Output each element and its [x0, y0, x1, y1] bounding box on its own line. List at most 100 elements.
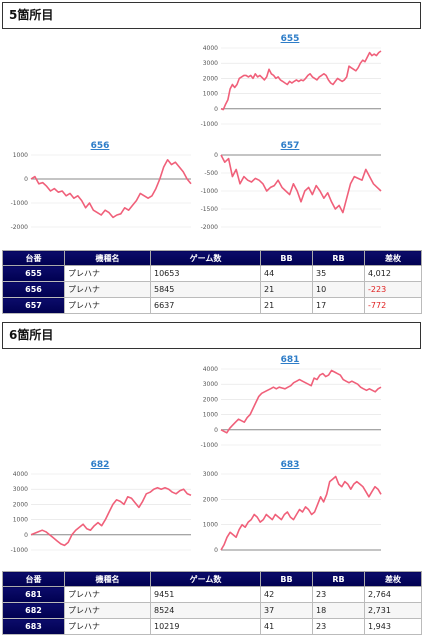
- game-count: 9451: [150, 586, 261, 603]
- chart-681: 681 -1000 0 1000 2000 3000 4000: [195, 355, 385, 451]
- table-header-row: 台番 機種名 ゲーム数 BB RB 差枚: [2, 571, 422, 587]
- bb-count: 37: [260, 602, 313, 619]
- machine-name: プレハナ: [64, 618, 151, 635]
- y-tick-label: 0: [214, 427, 218, 434]
- game-count: 8524: [150, 602, 261, 619]
- table-row: 682 プレハナ 8524 37 18 2,731: [2, 602, 422, 619]
- series-line: [220, 369, 382, 434]
- y-tick-label: -1000: [11, 200, 29, 207]
- col-header-rb: RB: [312, 571, 365, 587]
- game-count: 5845: [150, 281, 261, 298]
- chart-656-plot: -2000 -1000 0 1000: [11, 152, 192, 231]
- chart-657-link[interactable]: 657: [280, 141, 300, 151]
- machine-name: プレハナ: [64, 265, 151, 282]
- chart-656: 656 -2000 -1000 0 1000: [5, 141, 195, 233]
- col-header-bb: BB: [260, 571, 313, 587]
- diff-value: -772: [364, 297, 422, 314]
- y-tick-label: 0: [24, 532, 28, 539]
- y-tick-label: 4000: [203, 45, 218, 52]
- chart-681-plot: -1000 0 1000 2000 3000 4000: [201, 366, 382, 449]
- bb-count: 21: [260, 281, 313, 298]
- machine-name: プレハナ: [64, 297, 151, 314]
- series-line: [220, 50, 382, 111]
- y-tick-label: 1000: [203, 412, 218, 419]
- chart-683: 683 0 1000 2000 3000: [195, 460, 385, 556]
- chart-682-link[interactable]: 682: [90, 460, 110, 470]
- bb-count: 21: [260, 297, 313, 314]
- rb-count: 23: [312, 618, 365, 635]
- y-tick-label: 2000: [203, 75, 218, 82]
- rb-count: 10: [312, 281, 365, 298]
- machine-name: プレハナ: [64, 602, 151, 619]
- table-row: 655 プレハナ 10653 44 35 4,012: [2, 265, 422, 282]
- machine-number[interactable]: 657: [2, 297, 65, 314]
- chart-682: 682 -1000 0 1000 2000 3000 4000: [5, 460, 195, 556]
- y-tick-label: -2000: [201, 224, 219, 231]
- col-header-name: 機種名: [64, 250, 151, 266]
- y-tick-label: -1000: [201, 188, 219, 195]
- table-row: 657 プレハナ 6637 21 17 -772: [2, 297, 422, 314]
- machine-number[interactable]: 656: [2, 281, 65, 298]
- y-tick-label: -1500: [201, 206, 219, 213]
- chart-657-plot: -2000 -1500 -1000 -500 0: [201, 152, 382, 231]
- y-tick-label: 4000: [203, 366, 218, 373]
- y-tick-label: 3000: [13, 486, 28, 493]
- game-count: 6637: [150, 297, 261, 314]
- machine-number[interactable]: 681: [2, 586, 65, 603]
- y-tick-label: 2000: [203, 496, 218, 503]
- chart-683-link[interactable]: 683: [280, 460, 300, 470]
- diff-value: 4,012: [364, 265, 422, 282]
- y-tick-label: 2000: [13, 501, 28, 508]
- machine-number[interactable]: 655: [2, 265, 65, 282]
- y-tick-label: -1000: [201, 121, 219, 128]
- chart-681-link[interactable]: 681: [280, 355, 300, 365]
- machine-number[interactable]: 682: [2, 602, 65, 619]
- y-tick-label: 1000: [13, 152, 28, 159]
- table-row: 681 プレハナ 9451 42 23 2,764: [2, 586, 422, 603]
- series-line: [220, 154, 382, 214]
- rb-count: 17: [312, 297, 365, 314]
- section-title-5: 5箇所目: [2, 2, 421, 29]
- series-line: [30, 158, 192, 219]
- rb-count: 23: [312, 586, 365, 603]
- machine-name: プレハナ: [64, 586, 151, 603]
- y-tick-label: 0: [24, 176, 28, 183]
- col-header-name: 機種名: [64, 571, 151, 587]
- col-header-bb: BB: [260, 250, 313, 266]
- y-tick-label: 3000: [203, 471, 218, 478]
- y-tick-label: -1000: [11, 547, 29, 554]
- machine-name: プレハナ: [64, 281, 151, 298]
- y-tick-label: 1000: [203, 522, 218, 529]
- y-tick-label: 0: [214, 152, 218, 159]
- chart-655: 655 -1000 0 1000 2000 3000 4000: [195, 34, 385, 130]
- y-tick-label: 0: [214, 106, 218, 113]
- chart-655-link[interactable]: 655: [280, 34, 300, 44]
- chart-655-plot: -1000 0 1000 2000 3000 4000: [201, 45, 382, 128]
- y-tick-label: -1000: [201, 442, 219, 449]
- y-tick-label: 2000: [203, 396, 218, 403]
- col-header-diff: 差枚: [364, 250, 422, 266]
- bb-count: 41: [260, 618, 313, 635]
- machine-table-5: 台番 機種名 ゲーム数 BB RB 差枚 655 プレハナ 10653 44 3…: [2, 250, 422, 314]
- table-header-row: 台番 機種名 ゲーム数 BB RB 差枚: [2, 250, 422, 266]
- series-line: [220, 475, 382, 551]
- chart-656-link[interactable]: 656: [90, 141, 110, 151]
- diff-value: 1,943: [364, 618, 422, 635]
- y-tick-label: -500: [204, 170, 218, 177]
- col-header-id: 台番: [2, 250, 65, 266]
- y-tick-label: 3000: [203, 60, 218, 67]
- machine-number[interactable]: 683: [2, 618, 65, 635]
- diff-value: 2,764: [364, 586, 422, 603]
- bb-count: 44: [260, 265, 313, 282]
- y-tick-label: 1000: [13, 517, 28, 524]
- machine-table-6: 台番 機種名 ゲーム数 BB RB 差枚 681 プレハナ 9451 42 23…: [2, 571, 422, 635]
- series-line: [30, 486, 192, 547]
- rb-count: 35: [312, 265, 365, 282]
- col-header-id: 台番: [2, 571, 65, 587]
- col-header-diff: 差枚: [364, 571, 422, 587]
- chart-683-plot: 0 1000 2000 3000: [203, 471, 382, 554]
- game-count: 10653: [150, 265, 261, 282]
- y-tick-label: 0: [214, 547, 218, 554]
- y-tick-label: 4000: [13, 471, 28, 478]
- chart-657: 657 -2000 -1500 -1000 -500 0: [195, 141, 385, 233]
